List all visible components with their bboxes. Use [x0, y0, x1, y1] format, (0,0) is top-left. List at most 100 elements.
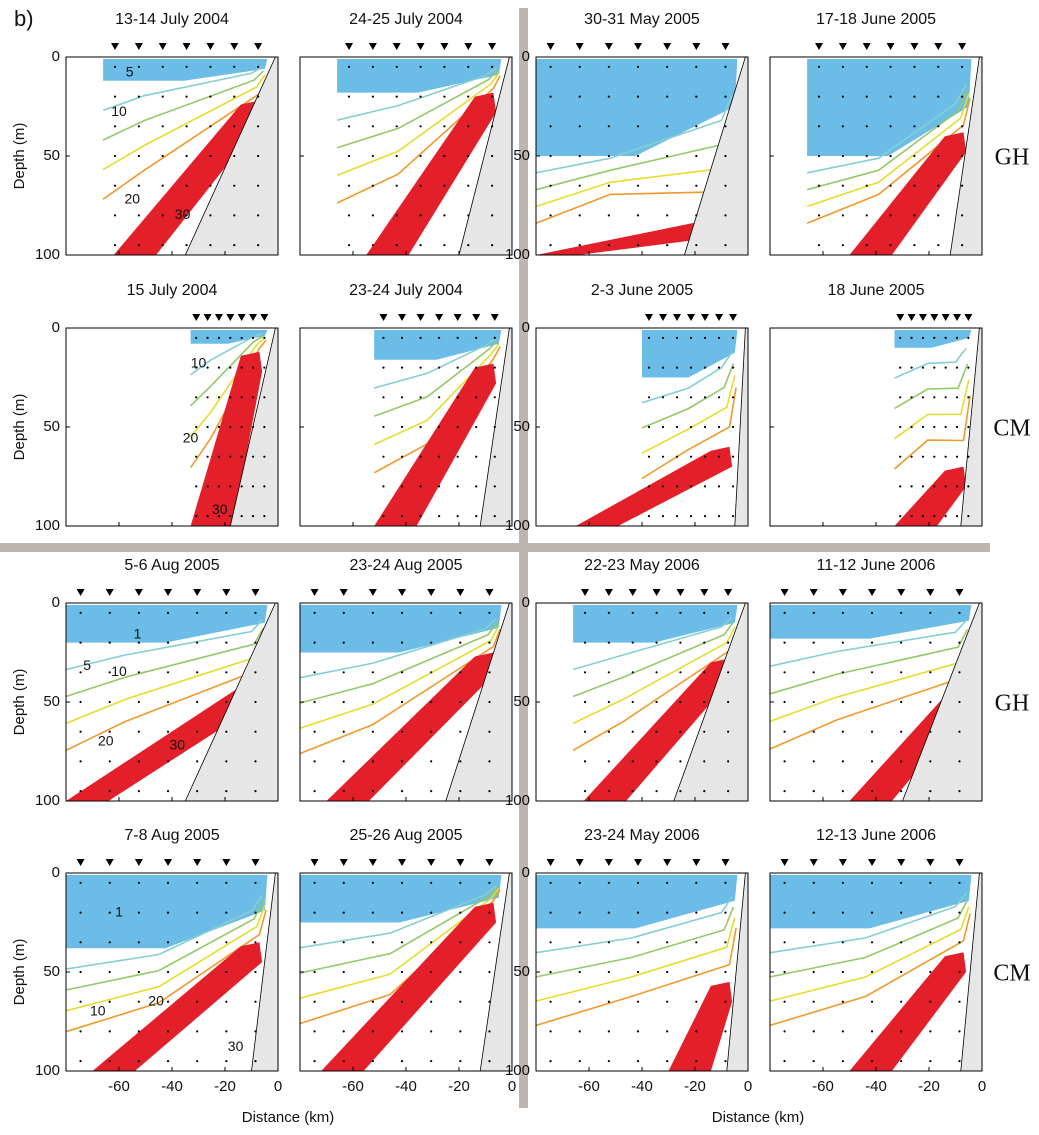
- sample-dot: [137, 1060, 140, 1063]
- station-marker: [934, 43, 943, 50]
- sample-dot: [655, 730, 658, 733]
- sample-dot: [889, 125, 892, 128]
- sample-dot: [475, 425, 478, 429]
- y-tick-label: 50: [43, 693, 60, 710]
- contour: [893, 395, 971, 470]
- sample-dot: [161, 184, 164, 187]
- sample-dot: [675, 336, 679, 339]
- y-tick-label: 0: [52, 594, 60, 611]
- sample-dot: [900, 641, 903, 644]
- sample-dot: [666, 214, 669, 217]
- sample-dot: [161, 65, 164, 68]
- sample-dot: [196, 1000, 199, 1003]
- sample-dot: [419, 244, 422, 247]
- sample-dot: [921, 515, 925, 518]
- sample-dot: [921, 396, 925, 399]
- station-marker: [339, 859, 348, 866]
- sample-dot: [347, 244, 351, 247]
- contour: [806, 84, 967, 174]
- sample-dot: [724, 244, 727, 247]
- fresh-layer: [300, 605, 502, 653]
- sample-dot: [79, 1030, 82, 1033]
- sample-dot: [929, 970, 932, 974]
- sample-dot: [955, 515, 959, 518]
- sample-dot: [488, 671, 491, 674]
- station-marker: [158, 43, 167, 50]
- sample-dot: [889, 184, 892, 187]
- contour-label: 30: [228, 1038, 244, 1054]
- sample-dot: [900, 970, 903, 974]
- sample-dot: [313, 881, 316, 885]
- sample-dot: [263, 366, 266, 369]
- y-tick-label: 0: [522, 864, 530, 881]
- sample-dot: [254, 1000, 257, 1003]
- sample-dot: [695, 881, 698, 885]
- sample-dot: [841, 941, 844, 944]
- sample-dot: [929, 730, 932, 733]
- sample-dot: [703, 455, 707, 458]
- sample-dot: [583, 611, 587, 615]
- sample-dot: [438, 425, 441, 429]
- sample-dot: [459, 700, 462, 704]
- sample-dot: [675, 366, 679, 369]
- sample-dot: [937, 125, 940, 128]
- station-marker: [897, 589, 906, 596]
- panel: [535, 859, 749, 1072]
- y-tick-label: 50: [513, 147, 530, 164]
- contour: [190, 333, 263, 376]
- sample-dot: [717, 336, 721, 339]
- sample-dot: [695, 125, 698, 128]
- sample-dot: [929, 611, 932, 615]
- sample-dot: [703, 366, 707, 369]
- panel-title: 24-25 July 2004: [349, 11, 463, 28]
- station-marker: [485, 859, 494, 866]
- station-marker: [729, 314, 738, 321]
- panel-title: 5-6 Aug 2005: [124, 557, 219, 574]
- sample-dot: [395, 125, 398, 128]
- sample-dot: [812, 1000, 815, 1003]
- station-marker: [226, 314, 235, 321]
- station-marker: [440, 43, 449, 50]
- sample-dot: [913, 184, 916, 187]
- station-marker: [659, 314, 668, 321]
- sample-dot: [196, 641, 199, 644]
- sample-dot: [166, 790, 170, 793]
- sample-dot: [900, 1000, 903, 1003]
- sample-dot: [493, 336, 496, 339]
- sample-dot: [229, 396, 232, 399]
- sample-dot: [583, 760, 587, 763]
- sample-dot: [313, 911, 316, 914]
- dense-layer: [894, 466, 967, 526]
- sample-dot: [636, 941, 640, 944]
- sample-dot: [459, 671, 462, 674]
- panel: [65, 314, 279, 527]
- station-marker: [398, 589, 407, 596]
- sample-dot: [717, 455, 721, 458]
- sample-dot: [475, 455, 478, 458]
- sample-dot: [371, 1060, 374, 1063]
- sample-dot: [430, 790, 433, 793]
- sample-dot: [443, 125, 446, 128]
- sample-dot: [958, 700, 961, 704]
- sample-dot: [419, 125, 422, 128]
- sample-dot: [661, 455, 665, 458]
- station-marker: [645, 314, 654, 321]
- sample-dot: [958, 881, 961, 885]
- sample-dot: [607, 700, 610, 704]
- sample-dot: [217, 455, 221, 458]
- sample-dot: [342, 911, 345, 914]
- station-marker: [546, 43, 555, 50]
- sample-dot: [929, 1060, 932, 1063]
- sample-dot: [689, 425, 693, 429]
- sample-dot: [703, 730, 706, 733]
- sample-dot: [944, 485, 947, 488]
- sample-dot: [108, 1060, 111, 1063]
- sample-dot: [841, 760, 844, 763]
- sample-dot: [185, 184, 188, 187]
- sample-dot: [206, 366, 209, 369]
- panel: [769, 314, 983, 527]
- station-marker: [687, 314, 696, 321]
- sample-dot: [631, 760, 634, 763]
- station-marker: [222, 589, 231, 596]
- sample-dot: [727, 700, 730, 704]
